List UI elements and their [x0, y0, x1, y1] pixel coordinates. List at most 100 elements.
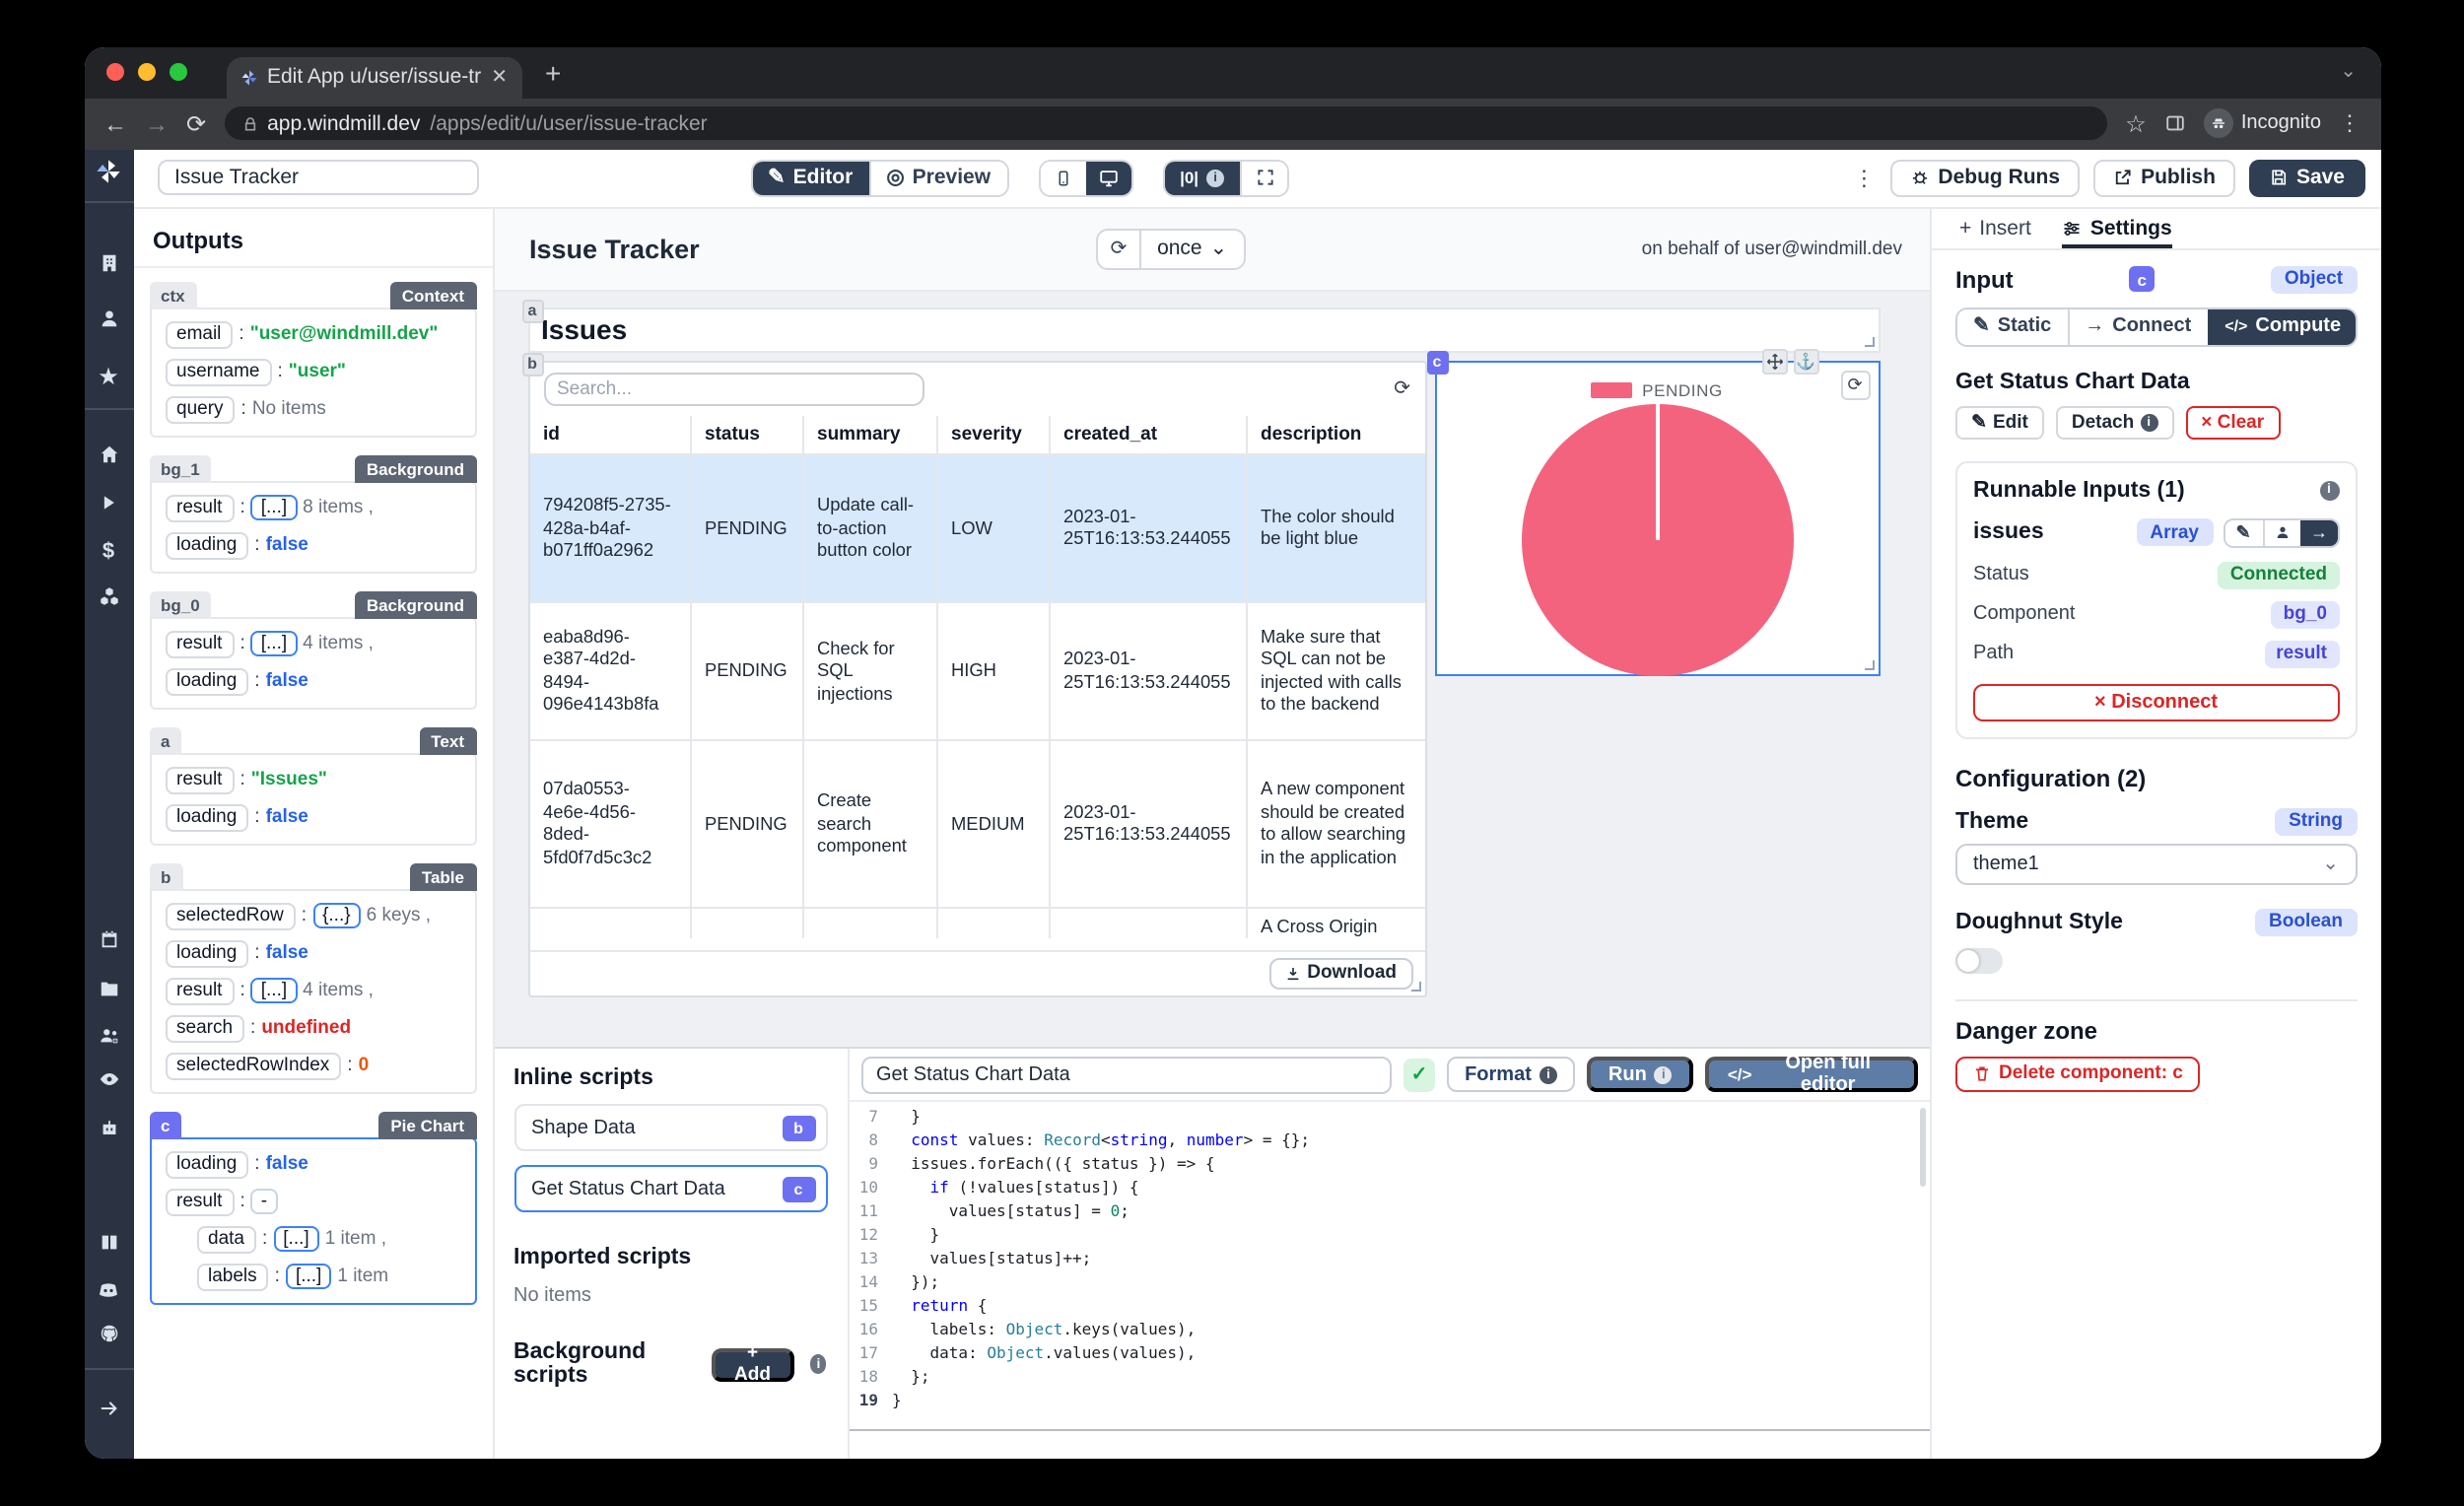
- run-button[interactable]: Run i: [1586, 1057, 1694, 1092]
- ai-robot-icon[interactable]: [84, 1117, 133, 1138]
- output-key[interactable]: username: [165, 358, 272, 385]
- favorites-star-icon[interactable]: ★: [98, 362, 119, 389]
- anchor-button[interactable]: ⚓: [1793, 348, 1818, 374]
- tab-search-chevron-icon[interactable]: ⌄: [2340, 61, 2357, 83]
- publish-button[interactable]: Publish: [2093, 159, 2235, 196]
- schedule-dropdown[interactable]: once ⌄: [1157, 237, 1228, 260]
- desktop-view-button[interactable]: [1085, 161, 1131, 194]
- output-key[interactable]: data: [196, 1225, 256, 1253]
- expand-chip[interactable]: [...]: [250, 631, 298, 656]
- output-key[interactable]: result: [165, 630, 235, 657]
- output-key[interactable]: email: [165, 320, 234, 348]
- variables-dollar-icon[interactable]: $: [102, 539, 115, 563]
- reload-icon[interactable]: ⟳: [186, 109, 207, 137]
- connect-arg-button[interactable]: →: [2299, 519, 2337, 545]
- inline-script-item[interactable]: Shape Data b: [513, 1104, 827, 1151]
- output-card-id[interactable]: ctx: [149, 281, 197, 308]
- forward-icon[interactable]: →: [145, 109, 169, 137]
- groups-users-icon[interactable]: [84, 1024, 133, 1046]
- theme-select[interactable]: theme1 ⌄: [1955, 843, 2357, 884]
- output-key[interactable]: loading: [165, 803, 249, 831]
- output-key[interactable]: labels: [196, 1263, 269, 1290]
- fullscreen-button[interactable]: [1240, 161, 1288, 194]
- expand-chip[interactable]: [...]: [285, 1264, 332, 1289]
- profile-chip[interactable]: Incognito: [2203, 108, 2321, 138]
- output-card-id[interactable]: c: [149, 1111, 182, 1138]
- pie-chart-component-c[interactable]: c ⚓ ⟳ PENDING: [1426, 348, 1880, 675]
- output-key[interactable]: search: [165, 1014, 245, 1042]
- table-refresh-icon[interactable]: ⟳: [1394, 377, 1410, 399]
- more-menu-kebab-icon[interactable]: ⋮: [1853, 167, 1876, 190]
- resources-cubes-icon[interactable]: [84, 584, 133, 606]
- output-key[interactable]: query: [165, 395, 236, 423]
- browser-menu-kebab-icon[interactable]: ⋮: [2339, 112, 2361, 136]
- output-key[interactable]: selectedRow: [165, 902, 296, 929]
- static-input-button[interactable]: ✎ Static: [1957, 308, 2068, 344]
- table-row[interactable]: 794208f5-2735-428a-b4af-b071ff0a2962 PEND…: [529, 453, 1424, 602]
- move-handle[interactable]: [1761, 348, 1787, 374]
- static-arg-button[interactable]: ✎: [2224, 519, 2262, 545]
- output-key[interactable]: loading: [165, 531, 249, 559]
- url-bar[interactable]: app.windmill.dev/apps/edit/u/user/issue-…: [224, 106, 2108, 140]
- windmill-logo-icon[interactable]: [84, 157, 133, 184]
- tab-settings[interactable]: Settings: [2063, 208, 2172, 247]
- debug-runs-button[interactable]: Debug Runs: [1890, 159, 2081, 196]
- output-key[interactable]: result: [165, 1188, 235, 1215]
- output-card-id[interactable]: a: [149, 726, 182, 754]
- runs-play-icon[interactable]: [84, 492, 133, 512]
- hide-panels-button[interactable]: |0| i: [1164, 161, 1241, 194]
- minimize-window-button[interactable]: [137, 63, 155, 81]
- output-key[interactable]: loading: [165, 939, 249, 967]
- close-window-button[interactable]: [105, 63, 123, 81]
- component-ref-pill[interactable]: bg_0: [2271, 600, 2339, 628]
- audit-eye-icon[interactable]: [84, 1067, 133, 1089]
- refresh-icon[interactable]: ⟳: [1098, 230, 1142, 267]
- output-card-id[interactable]: bg_1: [149, 454, 212, 482]
- bookmark-star-icon[interactable]: ☆: [2125, 109, 2147, 137]
- format-button[interactable]: Format i: [1447, 1057, 1575, 1092]
- workspace-icon[interactable]: [84, 251, 133, 273]
- new-tab-button[interactable]: +: [545, 56, 562, 88]
- download-button[interactable]: Download: [1269, 957, 1412, 989]
- tab-insert[interactable]: + Insert: [1959, 216, 2031, 240]
- user-icon[interactable]: [84, 307, 133, 328]
- discord-icon[interactable]: [84, 1276, 133, 1300]
- search-input[interactable]: [543, 372, 924, 405]
- tab-close-icon[interactable]: ✕: [491, 66, 508, 88]
- table-row[interactable]: eaba8d96-e387-4d2d-8494-096e4143b8fa PEND…: [529, 601, 1424, 740]
- expand-chip[interactable]: -: [250, 1189, 278, 1214]
- mobile-view-button[interactable]: [1040, 161, 1086, 194]
- add-background-script-button[interactable]: + Add: [711, 1342, 794, 1386]
- app-canvas[interactable]: a Issues b ⟳ idstatussummaryseveritycrea…: [494, 291, 1930, 1047]
- detach-script-button[interactable]: Detach i: [2055, 405, 2174, 439]
- output-key[interactable]: result: [165, 766, 235, 793]
- script-name-input[interactable]: [860, 1056, 1392, 1093]
- collapse-arrow-icon[interactable]: [84, 1397, 133, 1418]
- disconnect-button[interactable]: × Disconnect: [1973, 683, 2339, 720]
- github-icon[interactable]: [84, 1322, 133, 1343]
- home-icon[interactable]: [84, 443, 133, 464]
- browser-tab[interactable]: Edit App u/user/issue-tracker | ✕: [226, 56, 521, 98]
- editor-mode-button[interactable]: ✎ Editor: [752, 161, 869, 194]
- expand-chip[interactable]: {...}: [312, 903, 361, 928]
- output-key[interactable]: loading: [165, 1150, 249, 1178]
- app-name-input[interactable]: [157, 160, 478, 195]
- table-row[interactable]: A Cross Origin: [529, 907, 1424, 939]
- expand-chip[interactable]: [...]: [273, 1226, 319, 1252]
- text-component-a[interactable]: a Issues: [521, 299, 1880, 352]
- compute-input-button[interactable]: </> Compute: [2207, 308, 2356, 344]
- expand-chip[interactable]: [...]: [250, 978, 298, 1003]
- output-key[interactable]: result: [165, 494, 235, 521]
- inline-script-item[interactable]: Get Status Chart Data c: [513, 1165, 827, 1212]
- output-card-id[interactable]: bg_0: [149, 590, 212, 618]
- open-full-editor-button[interactable]: </> Open full editor: [1705, 1053, 1918, 1096]
- expand-chip[interactable]: [...]: [250, 495, 298, 520]
- chart-refresh-button[interactable]: ⟳: [1840, 370, 1870, 399]
- save-button[interactable]: Save: [2248, 159, 2364, 196]
- folders-icon[interactable]: [84, 977, 133, 998]
- clear-script-button[interactable]: × Clear: [2185, 405, 2281, 439]
- editor-scrollbar[interactable]: [1920, 1108, 1926, 1187]
- user-arg-button[interactable]: [2262, 519, 2299, 545]
- docs-book-icon[interactable]: [84, 1231, 133, 1253]
